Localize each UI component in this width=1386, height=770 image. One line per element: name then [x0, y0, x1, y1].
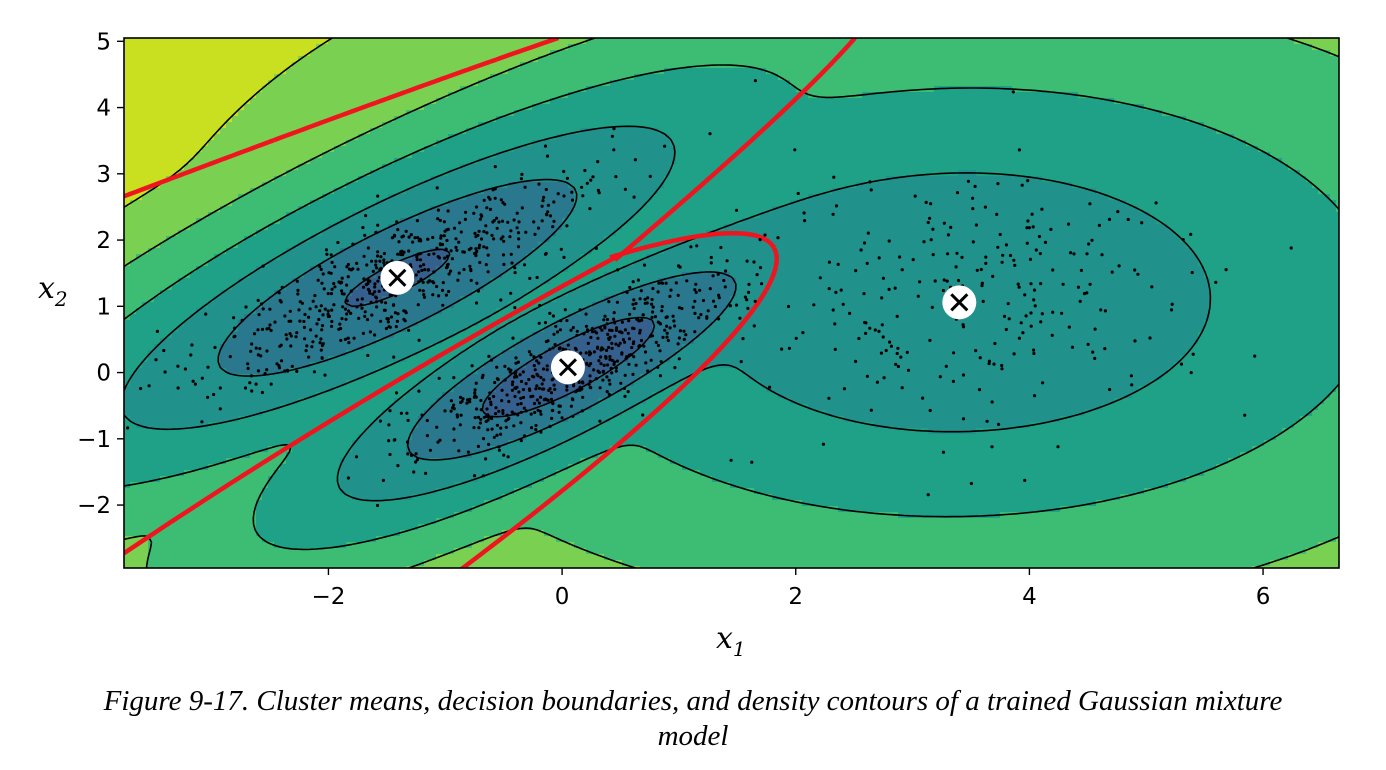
y-tick-label: −1 — [77, 427, 111, 453]
cluster-mean-x — [558, 358, 578, 377]
caption-line-2: model — [657, 720, 729, 752]
y-tick-label: 5 — [96, 29, 111, 55]
x-tick-label: 4 — [1022, 584, 1037, 610]
density-contour-line — [124, 64, 1339, 551]
x-axis-ticks: −2 0 2 4 6 — [311, 568, 1270, 610]
x-tick-label: −2 — [311, 584, 345, 610]
x-tick-label: 6 — [1256, 584, 1271, 610]
density-contour-line — [124, 38, 1339, 568]
decision-boundary — [124, 38, 857, 262]
x-axis-label: x1 — [716, 621, 746, 661]
density-contours — [124, 38, 1339, 568]
cluster-mean-x — [388, 268, 407, 287]
y-tick-label: 1 — [96, 294, 111, 320]
y-axis-label: x2 — [38, 271, 68, 311]
caption-line-1: Figure 9-17. Cluster means, decision bou… — [103, 685, 1283, 717]
decision-boundaries — [124, 38, 857, 568]
cluster-mean-marker — [942, 285, 977, 320]
y-tick-label: −2 — [77, 493, 111, 519]
y-tick-label: 4 — [96, 96, 111, 122]
y-tick-label: 0 — [96, 361, 111, 387]
figure-caption: Figure 9-17. Cluster means, decision bou… — [0, 684, 1386, 754]
cluster-mean-marker — [380, 260, 415, 295]
cluster-means — [380, 260, 977, 385]
y-axis-ticks: 5 4 3 2 1 0 −1 −2 — [77, 29, 124, 519]
y-tick-label: 3 — [96, 162, 111, 188]
cluster-mean-marker — [550, 350, 585, 385]
x-tick-label: 2 — [788, 584, 803, 610]
cluster-mean-x — [950, 293, 969, 312]
density-contour-line — [124, 125, 1212, 502]
gmm-contour-chart: −2 0 2 4 6 5 4 3 2 1 0 −1 −2 x1 x2 — [38, 29, 1340, 661]
y-tick-label: 2 — [96, 228, 111, 254]
plot-frame — [123, 37, 1340, 569]
decision-boundary — [459, 230, 780, 568]
x-tick-label: 0 — [555, 584, 570, 610]
